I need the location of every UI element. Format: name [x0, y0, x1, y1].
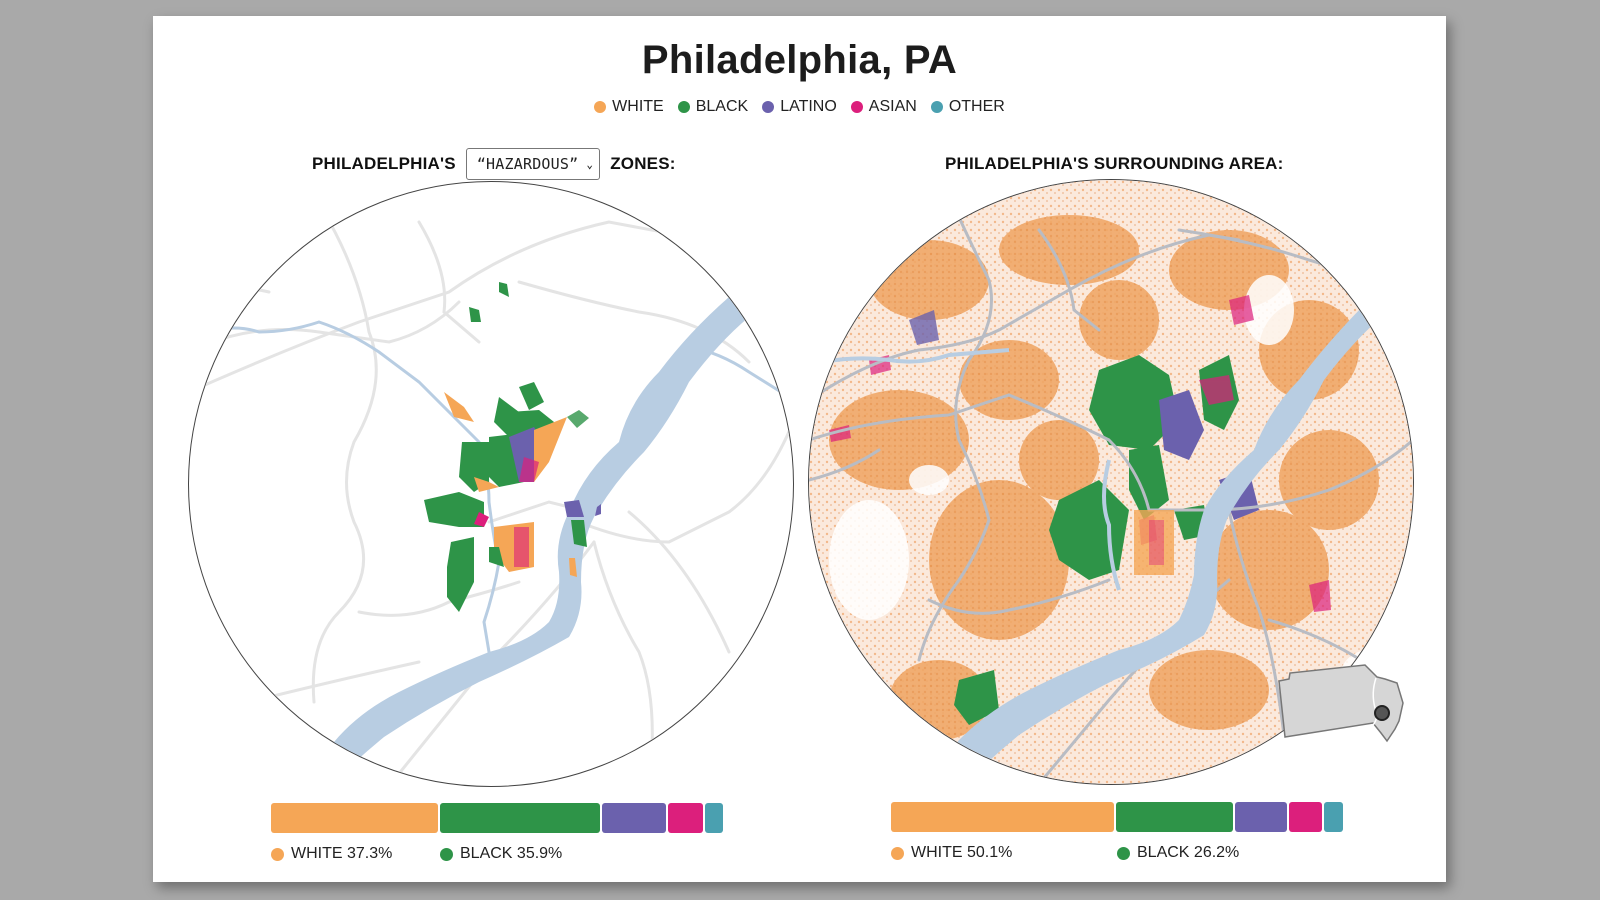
- zone-type-select-value: “HAZARDOUS”: [476, 155, 579, 173]
- legend-label: BLACK: [695, 98, 749, 115]
- race-legend: WHITE BLACK LATINO ASIAN OTHER: [153, 98, 1446, 116]
- left-white-percent: WHITE 37.3%: [291, 845, 393, 862]
- bar-segment-latino: [1235, 802, 1287, 832]
- black-dot-icon: [440, 847, 453, 861]
- other-dot-icon: [930, 101, 943, 113]
- right-black-percent: BLACK 26.2%: [1137, 844, 1240, 861]
- legend-item-latino: LATINO: [762, 98, 837, 116]
- bar-segment-white: [891, 802, 1114, 832]
- map-card: Philadelphia, PA WHITE BLACK LATINO ASIA…: [153, 16, 1446, 882]
- bar-segment-asian: [1289, 802, 1322, 832]
- white-dot-icon: [271, 847, 284, 861]
- legend-item-asian: ASIAN: [850, 98, 917, 116]
- hazardous-zones-map[interactable]: [188, 181, 794, 787]
- black-dot-icon: [1117, 846, 1130, 860]
- left-black-percent: BLACK 35.9%: [460, 845, 563, 862]
- right-panel-header: PHILADELPHIA'S SURROUNDING AREA:: [945, 148, 1284, 180]
- legend-item-other: OTHER: [930, 98, 1005, 116]
- legend-label: ASIAN: [868, 98, 917, 115]
- white-dot-icon: [891, 846, 904, 860]
- page-title: Philadelphia, PA: [641, 38, 958, 82]
- hazardous-zones-map-graphic: [189, 210, 793, 786]
- right-bar-legend-white: WHITE 50.1%: [891, 844, 1012, 862]
- left-bar-legend-black: BLACK 35.9%: [440, 845, 562, 863]
- legend-label: LATINO: [780, 98, 837, 115]
- bar-segment-other: [1324, 802, 1343, 832]
- latino-dot-icon: [762, 101, 775, 113]
- legend-label: OTHER: [948, 98, 1005, 115]
- left-panel-label-suffix: ZONES:: [610, 154, 676, 173]
- right-white-percent: WHITE 50.1%: [911, 844, 1013, 861]
- bar-segment-black: [1116, 802, 1233, 832]
- zone-type-select[interactable]: “HAZARDOUS” ⌄: [465, 148, 601, 180]
- left-panel-header: PHILADELPHIA'S “HAZARDOUS” ⌄ ZONES:: [312, 148, 676, 180]
- chevron-down-icon: ⌄: [586, 157, 594, 171]
- legend-item-white: WHITE: [594, 98, 664, 116]
- surrounding-area-race-bar: [891, 802, 1343, 832]
- right-bar-legend-black: BLACK 26.2%: [1117, 844, 1239, 862]
- left-bar-legend-white: WHITE 37.3%: [271, 845, 392, 863]
- black-dot-icon: [677, 101, 690, 113]
- bar-segment-other: [705, 803, 723, 833]
- bar-segment-asian: [668, 803, 703, 833]
- pennsylvania-locator-icon: [1278, 664, 1404, 743]
- legend-item-black: BLACK: [677, 98, 749, 116]
- hazardous-zones-race-bar: [271, 803, 723, 833]
- bar-segment-white: [271, 803, 438, 833]
- white-dot-icon: [594, 101, 607, 113]
- right-panel-label: PHILADELPHIA'S SURROUNDING AREA:: [945, 154, 1284, 173]
- left-panel-label-prefix: PHILADELPHIA'S: [312, 154, 456, 173]
- bar-segment-latino: [602, 803, 666, 833]
- bar-segment-black: [440, 803, 600, 833]
- asian-dot-icon: [850, 101, 863, 113]
- legend-label: WHITE: [612, 98, 664, 115]
